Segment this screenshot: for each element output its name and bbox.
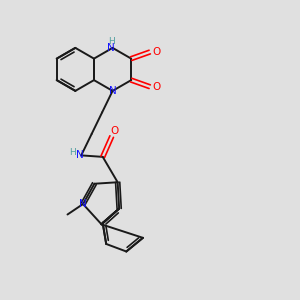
Text: O: O [152,47,160,57]
Text: N: N [107,43,115,53]
Text: N: N [109,86,116,96]
Text: O: O [110,126,118,136]
Text: H: H [108,37,115,46]
Text: N: N [79,199,87,209]
Text: N: N [76,150,84,161]
Text: O: O [152,82,160,92]
Text: H: H [70,148,76,158]
